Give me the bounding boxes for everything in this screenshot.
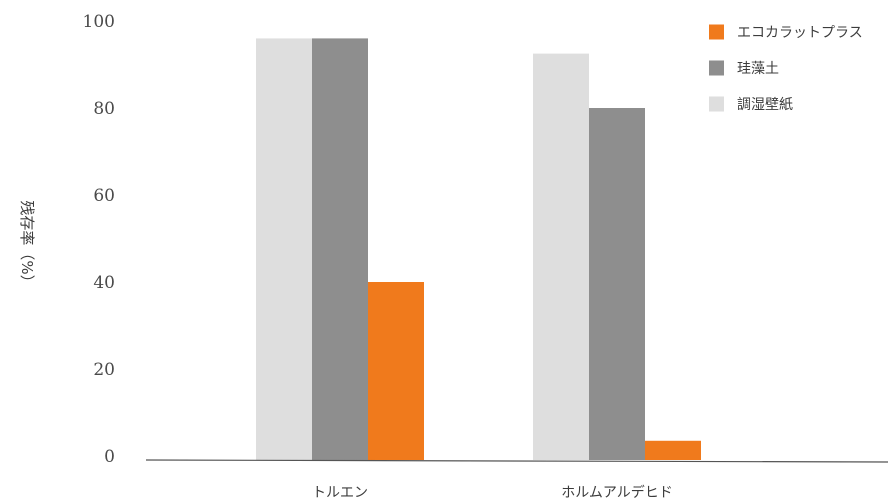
bar-1-1 bbox=[256, 38, 312, 461]
bar-2-3 bbox=[645, 440, 701, 460]
bar-2-1 bbox=[533, 53, 589, 460]
y-axis-label: 残存率（%） bbox=[18, 200, 36, 289]
legend-label: エコカラットプラス bbox=[737, 25, 863, 41]
y-tick-label: 20 bbox=[93, 360, 115, 380]
legend-label: 調湿壁紙 bbox=[737, 97, 793, 113]
bar-1-2 bbox=[312, 38, 368, 461]
x-category-label: ホルムアルデヒド bbox=[561, 484, 673, 501]
y-tick-label: 80 bbox=[93, 99, 115, 119]
x-axis-line bbox=[145, 459, 889, 463]
y-tick-label: 60 bbox=[93, 186, 115, 206]
y-tick-labels: 0 20 40 60 80 100 bbox=[83, 12, 115, 467]
legend-swatch bbox=[709, 24, 724, 40]
bars-layer bbox=[256, 38, 701, 461]
legend-label: 珪藻土 bbox=[737, 61, 779, 77]
legend-swatch bbox=[709, 60, 724, 76]
legend-swatch bbox=[709, 96, 724, 112]
bar-1-3 bbox=[368, 282, 424, 460]
x-category-labels: トルエン ホルムアルデヒド bbox=[312, 484, 673, 501]
y-tick-label: 40 bbox=[93, 273, 115, 293]
x-category-label: トルエン bbox=[312, 485, 368, 501]
y-tick-label: 100 bbox=[83, 12, 115, 32]
y-tick-label: 0 bbox=[104, 447, 115, 467]
bar-2-2 bbox=[589, 108, 645, 460]
